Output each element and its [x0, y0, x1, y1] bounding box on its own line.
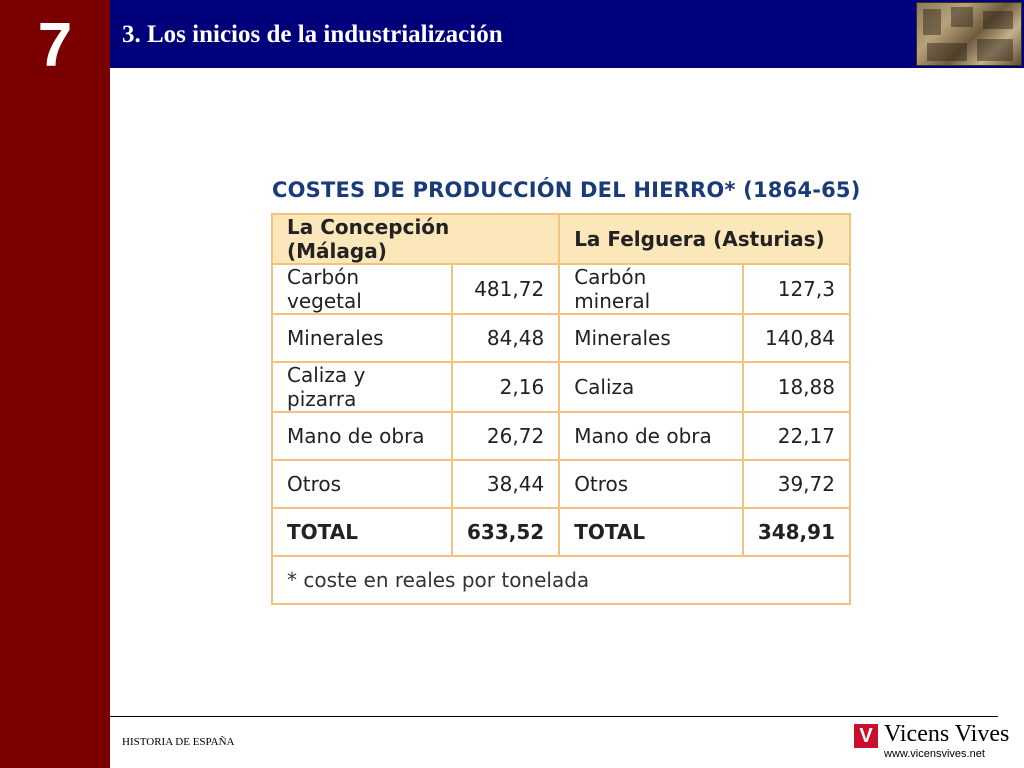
- row-value: 481,72: [450, 263, 561, 315]
- table-header-row: La Concepción (Málaga) La Felguera (Astu…: [270, 213, 851, 265]
- table-row: Minerales 84,48 Minerales 140,84: [271, 313, 852, 363]
- brand-url: www.vicensvives.net: [884, 748, 985, 760]
- table-row: Otros 38,44 Otros 39,72: [271, 459, 852, 509]
- table-footnote: * coste en reales por tonelada: [271, 555, 851, 605]
- left-sidebar-bar: [0, 0, 110, 768]
- total-value-la-felguera: 348,91: [741, 507, 852, 557]
- total-label: TOTAL: [271, 507, 453, 557]
- row-label: Mano de obra: [271, 411, 453, 461]
- table-row: Caliza y pizarra 2,16 Caliza 18,88: [271, 361, 852, 413]
- row-label: Caliza: [558, 361, 744, 413]
- slide-title: 3. Los inicios de la industrialización: [122, 21, 503, 48]
- total-label: TOTAL: [558, 507, 744, 557]
- table-note-row: * coste en reales por tonelada: [271, 555, 851, 605]
- iron-production-costs-table: La Concepción (Málaga) La Felguera (Astu…: [270, 213, 852, 605]
- row-value: 84,48: [450, 313, 561, 363]
- row-label: Otros: [558, 459, 744, 509]
- table-total-row: TOTAL 633,52 TOTAL 348,91: [271, 507, 852, 557]
- row-label: Minerales: [558, 313, 744, 363]
- row-value: 2,16: [450, 361, 561, 413]
- table-row: Mano de obra 26,72 Mano de obra 22,17: [271, 411, 852, 461]
- row-value: 38,44: [450, 459, 561, 509]
- row-value: 140,84: [741, 313, 852, 363]
- chapter-number: 7: [37, 11, 73, 80]
- header-la-concepcion: La Concepción (Málaga): [270, 213, 561, 265]
- table-title: COSTES DE PRODUCCIÓN DEL HIERRO* (1864-6…: [272, 178, 861, 202]
- row-label: Minerales: [271, 313, 453, 363]
- row-value: 26,72: [450, 411, 561, 461]
- row-value: 18,88: [741, 361, 852, 413]
- brand-name: Vicens Vives: [884, 721, 1010, 747]
- row-value: 39,72: [741, 459, 852, 509]
- row-label: Carbón vegetal: [271, 263, 453, 315]
- row-value: 22,17: [741, 411, 852, 461]
- footer-divider: [110, 716, 998, 717]
- vicens-vives-logo-icon: V: [854, 724, 878, 748]
- row-label: Otros: [271, 459, 453, 509]
- row-label: Caliza y pizarra: [271, 361, 453, 413]
- header-la-felguera: La Felguera (Asturias): [558, 213, 851, 265]
- historical-painting-thumbnail: [916, 2, 1022, 66]
- row-value: 127,3: [741, 263, 852, 315]
- table-row: Carbón vegetal 481,72 Carbón mineral 127…: [271, 263, 852, 315]
- header-bar: [110, 0, 1024, 68]
- row-label: Carbón mineral: [558, 263, 744, 315]
- row-label: Mano de obra: [558, 411, 744, 461]
- total-value-la-concepcion: 633,52: [450, 507, 561, 557]
- footer-text: HISTORIA DE ESPAÑA: [122, 736, 235, 748]
